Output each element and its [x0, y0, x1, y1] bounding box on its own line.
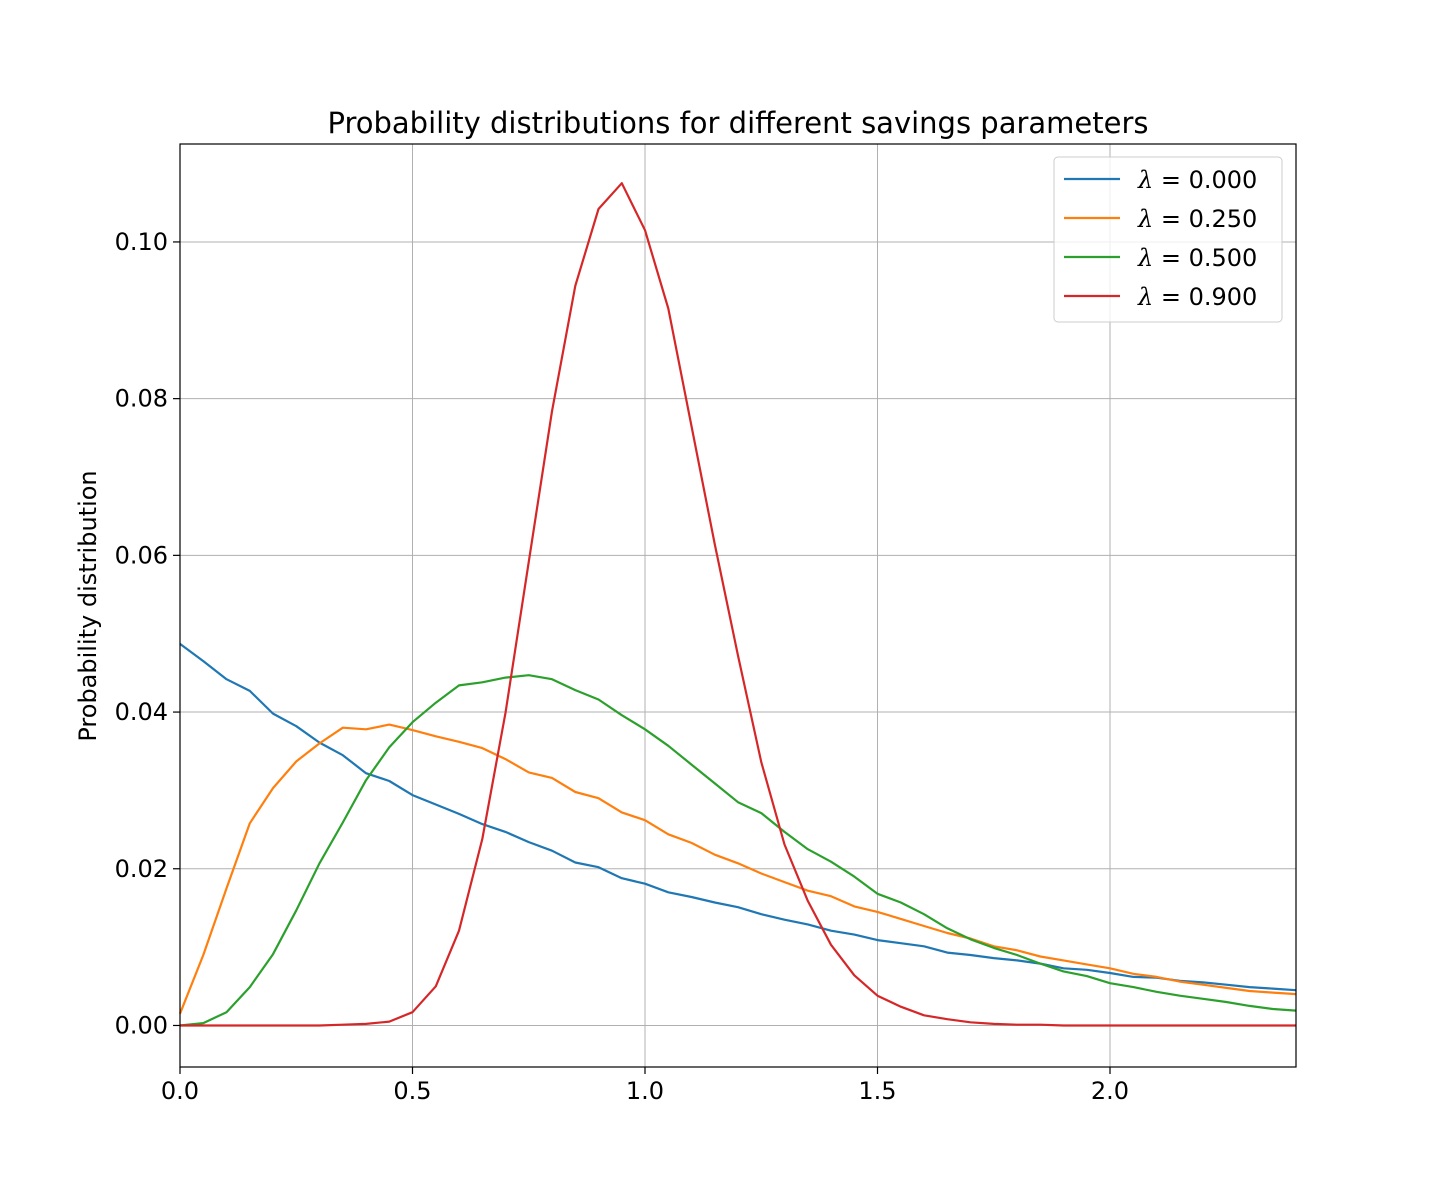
legend-label: λ = 0.900: [1137, 283, 1257, 311]
series-line-3: [180, 182, 1296, 1027]
x-tick-label: 2.0: [1091, 1077, 1129, 1105]
y-axis-label: Probability distribution: [74, 470, 102, 741]
legend-lambda-symbol: λ: [1137, 166, 1153, 194]
y-tick-label: 0.00: [115, 1011, 168, 1039]
legend-label: λ = 0.500: [1137, 244, 1257, 272]
chart-title: Probability distributions for different …: [327, 106, 1148, 140]
legend-label: λ = 0.000: [1137, 166, 1257, 194]
y-tick-label: 0.08: [115, 385, 168, 413]
series-line-1: [178, 723, 1297, 1015]
legend-lambda-symbol: λ: [1137, 244, 1153, 272]
y-tick-label: 0.02: [115, 855, 168, 883]
series-line-2: [179, 674, 1297, 1027]
x-tick-label: 1.5: [858, 1077, 896, 1105]
legend-value: = 0.900: [1153, 283, 1257, 311]
x-tick-label: 0.5: [393, 1077, 431, 1105]
legend-value: = 0.000: [1153, 166, 1257, 194]
x-tick-label: 0.0: [161, 1077, 199, 1105]
y-axis-ticks: 0.00 0.02 0.04 0.06 0.08 0.10: [115, 228, 180, 1039]
x-tick-label: 1.0: [626, 1077, 664, 1105]
legend-box: [1053, 156, 1283, 323]
series-line-0: [179, 643, 1297, 992]
x-axis-ticks: 0.0 0.5 1.0 1.5 2.0: [161, 1067, 1129, 1105]
legend-value: = 0.500: [1153, 244, 1257, 272]
y-tick-label: 0.10: [115, 228, 168, 256]
legend-label: λ = 0.250: [1137, 205, 1257, 233]
legend-lambda-symbol: λ: [1137, 205, 1153, 233]
y-tick-label: 0.06: [115, 541, 168, 569]
plot-frame: [179, 143, 1297, 1068]
legend-value: = 0.250: [1153, 205, 1257, 233]
y-tick-label: 0.04: [115, 698, 168, 726]
legend-lambda-symbol: λ: [1137, 283, 1153, 311]
series-lines: [178, 182, 1297, 1027]
